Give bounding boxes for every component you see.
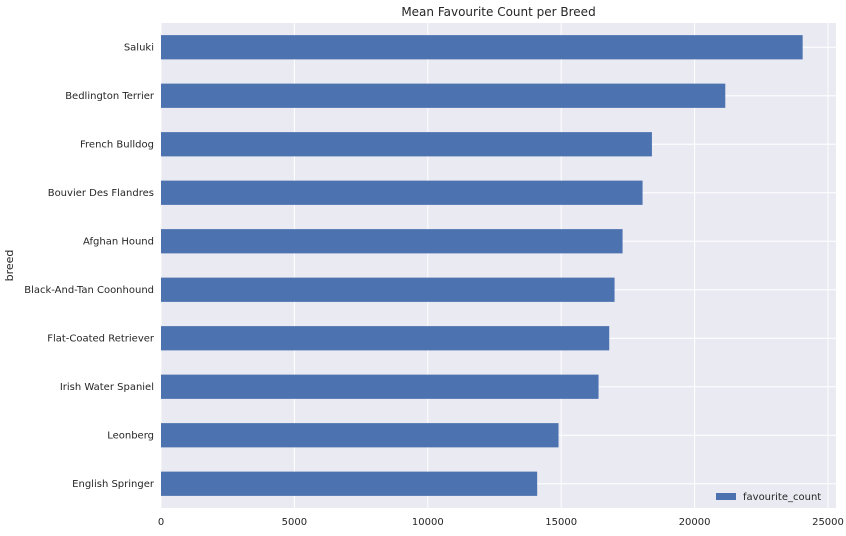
x-tick-label: 0	[158, 517, 164, 528]
bars	[161, 35, 803, 496]
x-tick-labels: 0 5000 10000 15000 20000 25000	[158, 517, 844, 528]
category-label: Saluki	[124, 42, 154, 53]
category-label: Bedlington Terrier	[65, 91, 155, 102]
bar	[161, 180, 643, 205]
category-label: Afghan Hound	[83, 236, 154, 247]
legend: favourite_count	[716, 492, 821, 503]
x-tick-label: 20000	[679, 517, 711, 528]
category-labels: English Springer Leonberg Irish Water Span…	[24, 42, 155, 490]
bar	[161, 277, 615, 302]
category-label: Flat-Coated Retriever	[47, 333, 155, 344]
x-tick-label: 5000	[282, 517, 307, 528]
category-label: Irish Water Spaniel	[60, 382, 154, 393]
bar	[161, 35, 803, 60]
bar	[161, 326, 610, 351]
category-label: Bouvier Des Flandres	[48, 188, 154, 199]
x-tick-label: 25000	[812, 517, 844, 528]
category-label: Leonberg	[107, 430, 154, 441]
bar	[161, 471, 538, 496]
category-label: Black-And-Tan Coonhound	[24, 285, 154, 296]
category-label: French Bulldog	[80, 139, 154, 150]
bar	[161, 374, 599, 399]
chart-title: Mean Favourite Count per Breed	[401, 5, 595, 19]
bar	[161, 423, 559, 448]
bar	[161, 229, 623, 254]
legend-swatch	[716, 493, 736, 500]
x-tick-label: 10000	[412, 517, 444, 528]
bar	[161, 132, 652, 157]
bar	[161, 83, 726, 108]
y-axis-label: breed	[3, 250, 16, 282]
category-label: English Springer	[72, 479, 155, 490]
legend-label: favourite_count	[743, 492, 821, 503]
x-tick-label: 15000	[545, 517, 577, 528]
